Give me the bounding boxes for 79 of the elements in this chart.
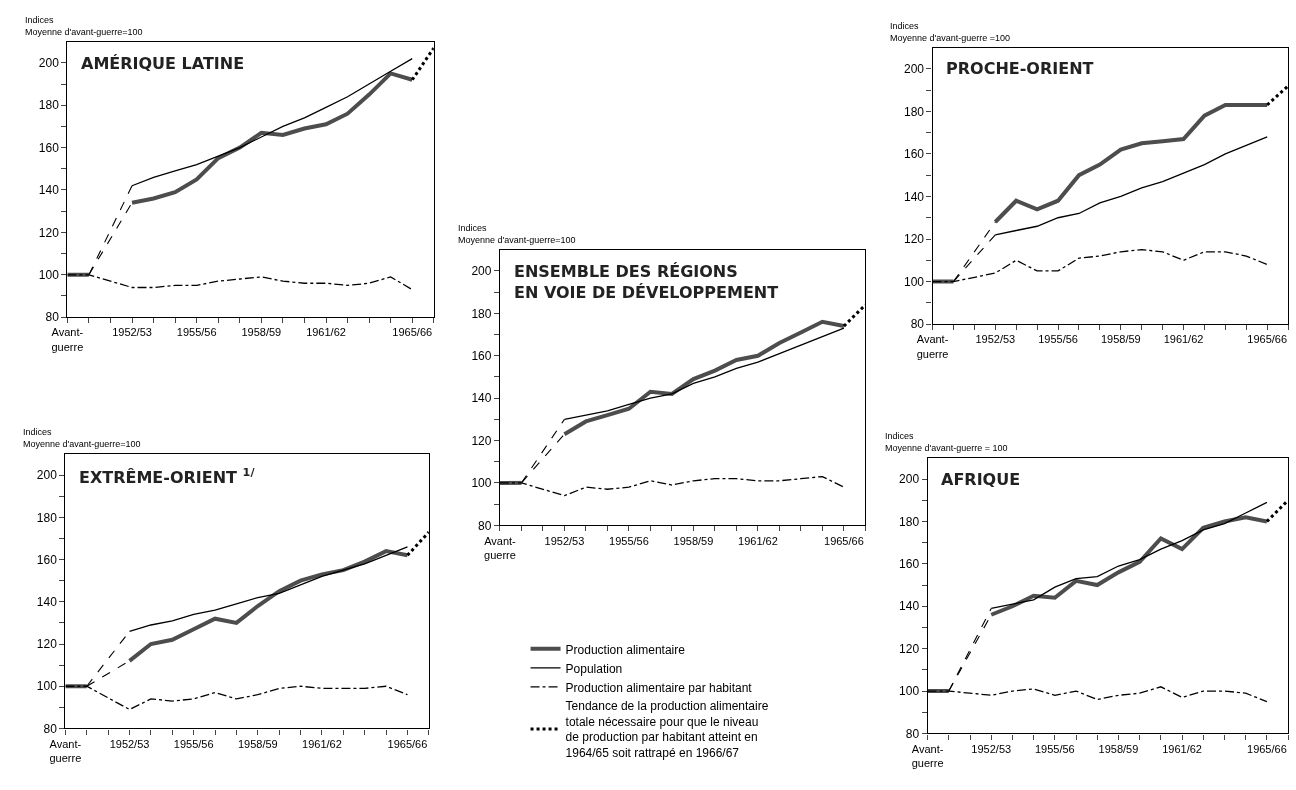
y-tick-label: 120 xyxy=(899,641,920,656)
x-tick-label: 1958/59 xyxy=(241,326,282,339)
x-tick-label: 1952/53 xyxy=(544,534,585,547)
x-tick-label: 1965/66 xyxy=(1247,333,1288,346)
y-tick-label: 120 xyxy=(38,225,60,240)
y-axis-title: Indices Moyenne d'avant-guerre=100 xyxy=(23,427,141,449)
legend-label: Population xyxy=(565,661,623,676)
y-axis-title: Indices Moyenne d'avant-guerre = 100 xyxy=(885,431,1008,453)
y-tick-label: 200 xyxy=(471,264,492,279)
legend-label: Tendance de la production alimentaire totale nécessaire pour que le niveau de production par habitant atteint en 1964/65 soit rattrapé en 1966/67 xyxy=(565,699,769,761)
y-tick-label: 120 xyxy=(471,433,492,448)
x-tick-label: 1958/59 xyxy=(237,737,278,750)
y-tick-label: 120 xyxy=(904,232,925,247)
y-tick-label: 200 xyxy=(899,472,920,487)
y-tick-label: 180 xyxy=(471,306,492,321)
x-tick-label: Avant- guerre xyxy=(484,534,517,561)
y-tick-label: 160 xyxy=(471,348,492,363)
y-tick-label: 180 xyxy=(36,510,58,525)
x-tick-label: 1965/66 xyxy=(1247,742,1287,755)
y-axis-title: Indices Moyenne d'avant-guerre=100 xyxy=(25,15,143,37)
x-tick-label: 1961/62 xyxy=(738,534,778,547)
y-tick-label: 180 xyxy=(38,98,60,113)
x-tick-label: 1952/53 xyxy=(975,333,1016,346)
y-axis-title: Indices Moyenne d'avant-guerre =100 xyxy=(890,21,1011,43)
legend-label: Production alimentaire xyxy=(565,642,686,657)
y-tick-label: 100 xyxy=(38,267,60,282)
x-tick-label: 1961/62 xyxy=(302,737,342,750)
text: ENSEMBLE DES RÉGIONS EN VOIE DE DÉVELOPPEMENT xyxy=(514,262,779,302)
x-tick-label: 1952/53 xyxy=(109,737,150,750)
text: AFRIQUE xyxy=(941,470,1021,489)
x-tick-label: 1955/56 xyxy=(609,534,649,547)
y-tick-label: 80 xyxy=(45,310,60,325)
x-tick-label: 1955/56 xyxy=(1038,333,1078,346)
y-tick-label: 160 xyxy=(904,147,925,162)
y-tick-label: 100 xyxy=(36,679,58,694)
y-tick-label: 160 xyxy=(36,552,58,567)
y-tick-label: 200 xyxy=(36,468,58,483)
x-tick-label: 1961/62 xyxy=(1162,742,1202,755)
y-tick-label: 140 xyxy=(904,189,925,204)
y-tick-label: 140 xyxy=(899,599,920,614)
x-tick-label: 1965/66 xyxy=(824,534,864,547)
text: EXTRÊME-ORIENT $^{1/}$ xyxy=(79,466,256,487)
y-tick-label: 80 xyxy=(43,721,58,736)
x-tick-label: 1958/59 xyxy=(673,534,714,547)
y-tick-label: 140 xyxy=(38,183,60,198)
x-tick-label: 1952/53 xyxy=(112,326,152,339)
x-tick-label: 1958/59 xyxy=(1100,333,1141,346)
y-tick-label: 140 xyxy=(36,594,58,609)
x-tick-label: 1965/66 xyxy=(387,737,428,750)
x-tick-label: 1958/59 xyxy=(1098,742,1139,755)
legend-label: Production alimentaire par habitant xyxy=(565,680,753,695)
x-tick-label: 1955/56 xyxy=(176,326,217,339)
y-tick-label: 100 xyxy=(899,684,920,699)
y-tick-label: 80 xyxy=(910,317,925,332)
x-tick-label: Avant- guerre xyxy=(51,326,84,353)
y-tick-label: 80 xyxy=(905,726,920,741)
y-tick-label: 120 xyxy=(36,637,58,652)
y-tick-label: 140 xyxy=(471,391,492,406)
y-tick-label: 80 xyxy=(478,518,492,533)
y-tick-label: 160 xyxy=(38,140,60,155)
x-tick-label: 1961/62 xyxy=(1163,333,1204,346)
y-axis-title: Indices Moyenne d'avant-guerre=100 xyxy=(458,223,576,245)
y-tick-label: 160 xyxy=(899,557,920,572)
text: AMÉRIQUE LATINE xyxy=(81,54,245,73)
x-tick-label: Avant- guerre xyxy=(49,737,82,765)
y-tick-label: 200 xyxy=(38,56,60,71)
x-tick-label: Avant- guerre xyxy=(911,742,944,770)
x-tick-label: 1965/66 xyxy=(392,326,433,339)
x-tick-label: 1955/56 xyxy=(1034,742,1075,755)
y-tick-label: 100 xyxy=(904,274,925,289)
y-tick-label: 200 xyxy=(904,62,925,77)
x-tick-label: Avant- guerre xyxy=(916,333,949,360)
x-tick-label: 1955/56 xyxy=(173,737,214,750)
x-tick-label: 1961/62 xyxy=(306,326,346,339)
y-tick-label: 100 xyxy=(471,476,492,491)
y-tick-label: 180 xyxy=(904,104,925,119)
x-tick-label: 1952/53 xyxy=(971,742,1012,755)
y-tick-label: 180 xyxy=(899,514,920,529)
text: PROCHE-ORIENT xyxy=(946,59,1094,78)
